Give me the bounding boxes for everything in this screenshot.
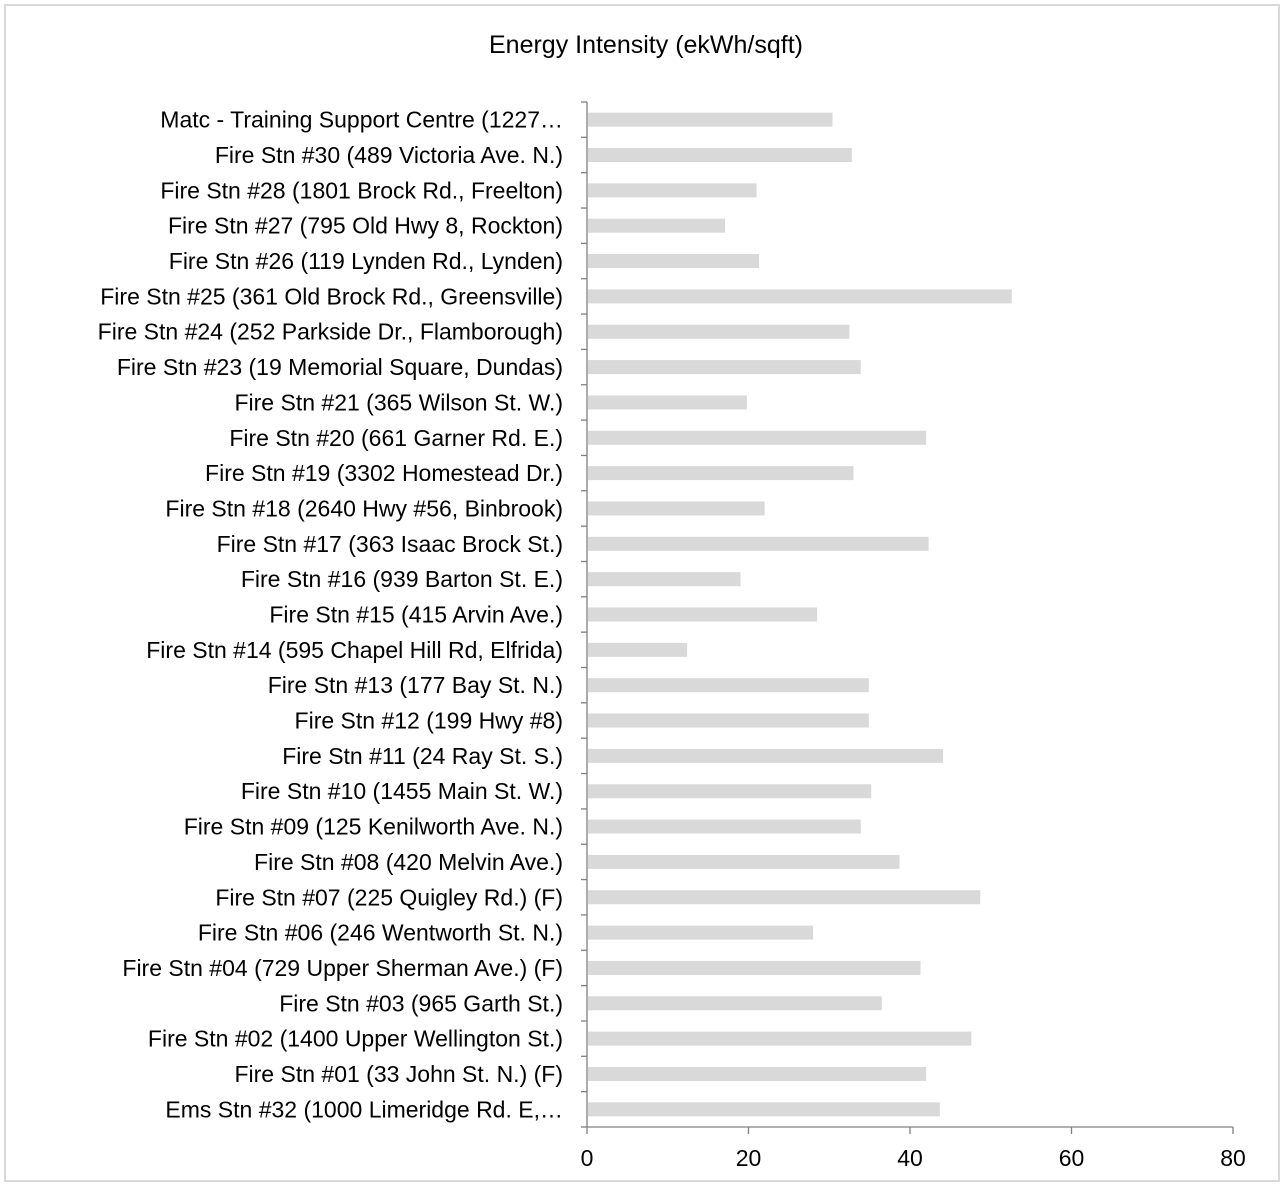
- category-label: Fire Stn #26 (119 Lynden Rd., Lynden): [169, 248, 563, 274]
- bar: [588, 925, 814, 940]
- category-label: Fire Stn #14 (595 Chapel Hill Rd, Elfrid…: [146, 637, 563, 663]
- category-label: Fire Stn #24 (252 Parkside Dr., Flamboro…: [98, 319, 563, 345]
- bar: [588, 890, 981, 905]
- bar: [588, 572, 741, 587]
- bar: [588, 996, 882, 1011]
- category-label: Fire Stn #25 (361 Old Brock Rd., Greensv…: [100, 283, 563, 309]
- category-label: Fire Stn #10 (1455 Main St. W.): [241, 778, 563, 804]
- bar: [588, 324, 850, 339]
- bar: [588, 536, 929, 551]
- bar: [588, 1031, 972, 1046]
- category-label: Fire Stn #16 (939 Barton St. E.): [241, 566, 563, 592]
- category-label: Fire Stn #06 (246 Wentworth St. N.): [198, 920, 563, 946]
- bar: [588, 607, 818, 622]
- bar: [588, 819, 861, 834]
- category-label: Fire Stn #07 (225 Quigley Rd.) (F): [215, 884, 563, 910]
- category-label: Fire Stn #08 (420 Melvin Ave.): [254, 849, 563, 875]
- x-tick-label: 0: [581, 1145, 594, 1171]
- bar: [588, 748, 944, 763]
- category-label: Fire Stn #01 (33 John St. N.) (F): [234, 1061, 563, 1087]
- x-tick-label: 40: [897, 1145, 923, 1171]
- category-label: Fire Stn #23 (19 Memorial Square, Dundas…: [117, 354, 563, 380]
- category-label: Fire Stn #09 (125 Kenilworth Ave. N.): [184, 814, 563, 840]
- category-label: Fire Stn #03 (965 Garth St.): [279, 990, 563, 1016]
- tick-labels: 0 20 40 60 80: [581, 1145, 1246, 1171]
- bar: [588, 642, 688, 657]
- bar: [588, 854, 900, 869]
- chart-title: Energy Intensity (ekWh/sqft): [489, 31, 803, 59]
- category-label: Fire Stn #20 (661 Garner Rd. E.): [229, 425, 563, 451]
- category-label: Fire Stn #12 (199 Hwy #8): [295, 708, 563, 734]
- bar: [588, 183, 757, 198]
- bar: [588, 148, 852, 163]
- bars-group: [588, 112, 1012, 1117]
- x-tick-label: 60: [1059, 1145, 1085, 1171]
- chart-frame: [4, 4, 1280, 1182]
- category-label: Fire Stn #30 (489 Victoria Ave. N.): [215, 142, 563, 168]
- bar: [588, 678, 869, 693]
- bar: [588, 430, 927, 445]
- bar: [588, 395, 747, 410]
- category-label: Fire Stn #17 (363 Isaac Brock St.): [217, 531, 563, 557]
- bar: [588, 713, 869, 728]
- bar: [588, 1066, 927, 1081]
- x-tick-label: 20: [736, 1145, 762, 1171]
- category-label: Fire Stn #04 (729 Upper Sherman Ave.) (F…: [122, 955, 563, 981]
- category-label: Fire Stn #19 (3302 Homestead Dr.): [205, 460, 563, 486]
- bar: [588, 1102, 940, 1117]
- category-label: Fire Stn #21 (365 Wilson St. W.): [234, 389, 563, 415]
- bar: [588, 466, 854, 481]
- category-label: Fire Stn #18 (2640 Hwy #56, Binbrook): [165, 495, 563, 521]
- bar: [588, 784, 872, 799]
- category-label: Ems Stn #32 (1000 Limeridge Rd. E,…: [165, 1096, 563, 1122]
- category-labels: Matc - Training Support Centre (1227… Fir…: [98, 107, 563, 1123]
- bar: [588, 289, 1012, 304]
- category-label: Fire Stn #02 (1400 Upper Wellington St.): [148, 1026, 563, 1052]
- category-label: Fire Stn #27 (795 Old Hwy 8, Rockton): [168, 213, 563, 239]
- category-label: Fire Stn #15 (415 Arvin Ave.): [269, 602, 563, 628]
- bar: [588, 112, 833, 127]
- x-tick-label: 80: [1220, 1145, 1246, 1171]
- category-label: Matc - Training Support Centre (1227…: [160, 107, 563, 133]
- category-label: Fire Stn #11 (24 Ray St. S.): [282, 743, 563, 769]
- bar: [588, 501, 765, 516]
- bar: [588, 254, 759, 269]
- bar: [588, 960, 921, 975]
- bar: [588, 360, 861, 375]
- bar: [588, 218, 726, 233]
- category-label: Fire Stn #13 (177 Bay St. N.): [268, 672, 563, 698]
- axes-group: [581, 101, 1234, 1134]
- category-label: Fire Stn #28 (1801 Brock Rd., Freelton): [160, 177, 563, 203]
